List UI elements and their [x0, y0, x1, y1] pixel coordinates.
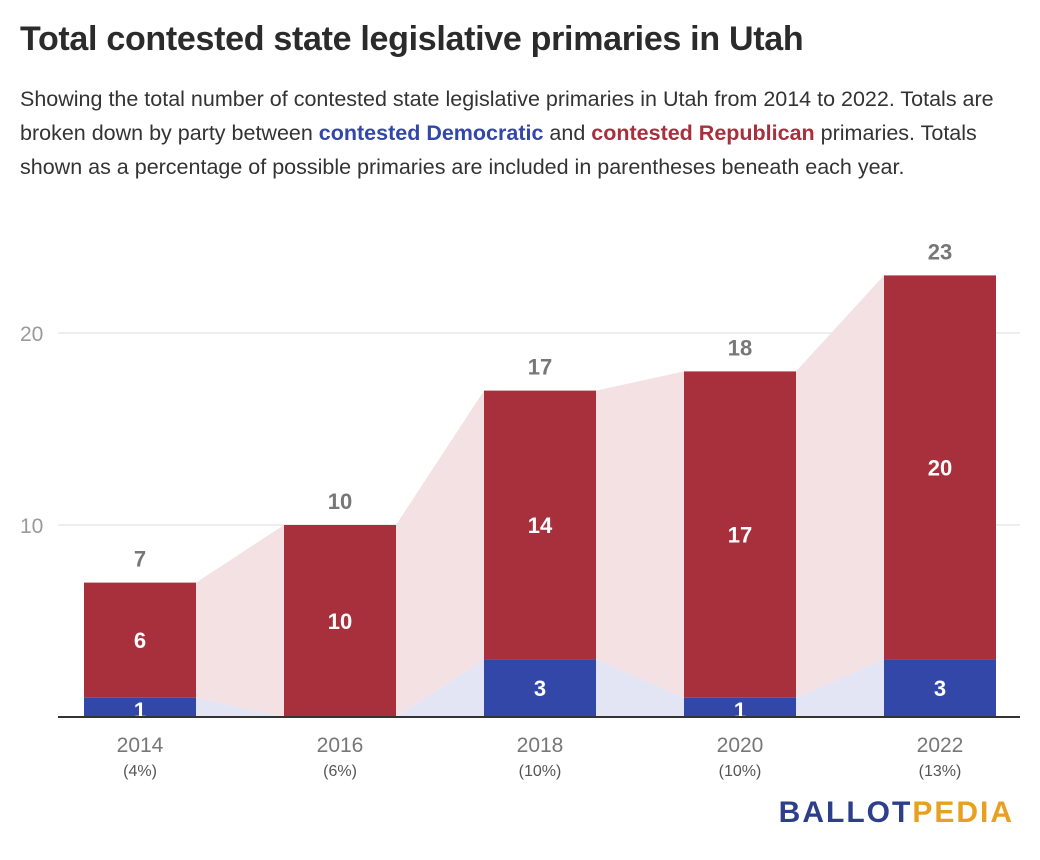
x-tick-label: 2018: [517, 734, 564, 757]
subtitle-text-3: primaries. Totals shown as a percentage …: [20, 121, 977, 179]
logo-text-ballot: BALLOT: [778, 796, 913, 829]
republican-value-label: 17: [728, 523, 752, 548]
subtitle-text-2: and: [543, 121, 592, 145]
legend-democratic: contested Democratic: [318, 121, 544, 145]
chart-title: Total contested state legislative primar…: [20, 20, 804, 58]
republican-bar: [484, 390, 596, 660]
total-value-label: 18: [728, 335, 752, 360]
y-tick-label: 10: [20, 515, 43, 538]
republican-connector-band: [796, 275, 884, 698]
republican-bar: [684, 371, 796, 698]
republican-value-label: 14: [528, 513, 553, 538]
democratic-value-label: 3: [934, 676, 946, 701]
ballotpedia-logo: BALLOTPEDIA: [779, 796, 1014, 830]
x-tick-sublabel: (10%): [519, 763, 562, 780]
republican-connector-band: [396, 390, 484, 717]
democratic-connector-band: [796, 659, 884, 717]
republican-connector-band: [196, 525, 284, 717]
democratic-bar: [484, 659, 596, 717]
x-tick-sublabel: (4%): [123, 763, 157, 780]
democratic-connector-band: [596, 659, 684, 717]
legend-republican: contested Republican: [591, 121, 815, 145]
total-value-label: 23: [928, 239, 952, 264]
democratic-connector-band: [196, 697, 284, 717]
republican-value-label: 6: [134, 628, 146, 653]
democratic-connector-band: [396, 659, 484, 717]
republican-value-label: 10: [328, 609, 352, 634]
republican-bar: [284, 525, 396, 717]
y-tick-label: 20: [20, 323, 43, 346]
x-tick-label: 2020: [717, 734, 764, 757]
democratic-bar: [684, 697, 796, 717]
x-tick-sublabel: (10%): [719, 763, 762, 780]
democratic-value-label: 1: [134, 698, 146, 723]
democratic-bar: [884, 659, 996, 717]
x-tick-sublabel: (6%): [323, 763, 357, 780]
x-tick-sublabel: (13%): [919, 763, 962, 780]
subtitle-text-1: Showing the total number of contested st…: [20, 87, 994, 145]
democratic-value-label: 3: [534, 676, 546, 701]
democratic-bar: [84, 697, 196, 717]
logo-text-pedia: PEDIA: [912, 796, 1014, 829]
democratic-value-label: 1: [734, 698, 746, 723]
republican-bar: [884, 275, 996, 660]
republican-value-label: 20: [928, 455, 952, 480]
x-tick-label: 2022: [917, 734, 964, 757]
total-value-label: 10: [328, 489, 352, 514]
republican-connector-band: [596, 371, 684, 698]
chart-subtitle: Showing the total number of contested st…: [20, 82, 1020, 184]
x-tick-label: 2016: [317, 734, 364, 757]
republican-bar: [84, 582, 196, 698]
x-tick-label: 2014: [117, 734, 164, 757]
total-value-label: 7: [134, 547, 146, 572]
total-value-label: 17: [528, 355, 552, 380]
